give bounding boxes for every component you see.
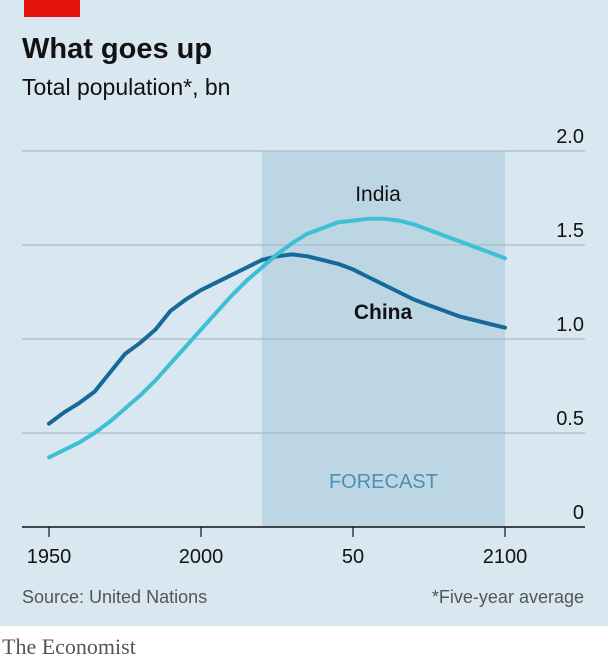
red-tag (24, 0, 80, 17)
x-tick-label: 1950 (27, 546, 72, 568)
chart-title: What goes up (22, 33, 212, 65)
y-tick-label: 2.0 (556, 126, 584, 148)
x-tick-label: 50 (342, 546, 364, 568)
forecast-label: FORECAST (329, 471, 438, 493)
y-tick-label: 1.5 (556, 220, 584, 242)
series-line (47, 216, 507, 460)
y-tick-label: 0 (573, 502, 584, 524)
chart-subtitle: Total population*, bn (22, 74, 230, 100)
series-label: China (354, 301, 413, 324)
y-tick-label: 0.5 (556, 408, 584, 430)
x-tick-label: 2100 (483, 546, 528, 568)
source: Source: United Nations (22, 587, 207, 607)
footnote: *Five-year average (432, 587, 584, 607)
series-label: India (355, 183, 401, 206)
x-tick-label: 2000 (179, 546, 224, 568)
brand: The Economist (2, 634, 136, 659)
y-tick-label: 1.0 (556, 314, 584, 336)
